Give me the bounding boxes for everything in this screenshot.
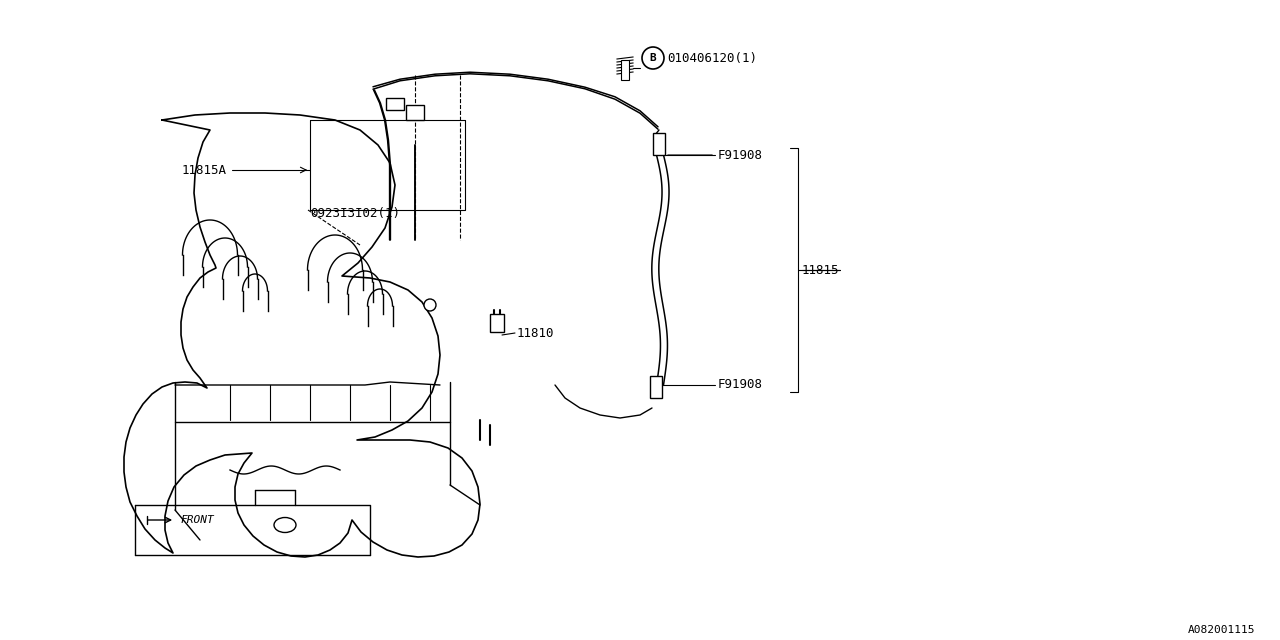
FancyBboxPatch shape — [387, 98, 404, 110]
Circle shape — [424, 299, 436, 311]
Text: 11810: 11810 — [517, 326, 554, 339]
Text: F91908: F91908 — [718, 378, 763, 392]
Text: B: B — [650, 53, 657, 63]
FancyBboxPatch shape — [621, 60, 628, 80]
FancyBboxPatch shape — [650, 376, 662, 398]
Text: 11815: 11815 — [803, 264, 840, 276]
Text: A082001115: A082001115 — [1188, 625, 1254, 635]
Text: 11815A: 11815A — [182, 163, 227, 177]
Polygon shape — [124, 113, 480, 557]
Text: FRONT: FRONT — [180, 515, 214, 525]
Text: 010406120(1): 010406120(1) — [667, 51, 756, 65]
Text: 0923I3I02(1): 0923I3I02(1) — [310, 207, 401, 220]
FancyBboxPatch shape — [490, 314, 504, 332]
FancyBboxPatch shape — [653, 133, 666, 155]
Ellipse shape — [274, 518, 296, 532]
Text: F91908: F91908 — [718, 148, 763, 161]
FancyBboxPatch shape — [406, 105, 424, 120]
Circle shape — [643, 47, 664, 69]
